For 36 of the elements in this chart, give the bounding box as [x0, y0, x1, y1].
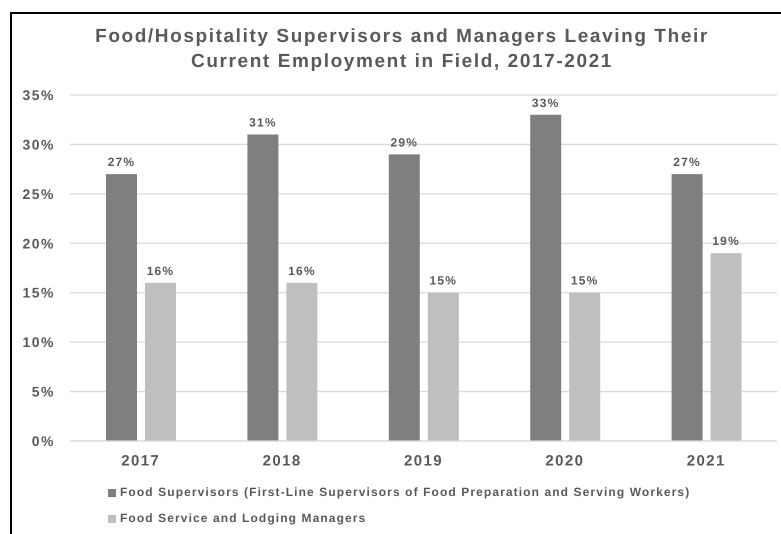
- bar: [710, 253, 742, 441]
- legend-label: Food Service and Lodging Managers: [120, 511, 366, 525]
- bar: [145, 282, 176, 441]
- data-label: 29%: [390, 135, 418, 150]
- bar: [428, 292, 459, 441]
- data-label: 15%: [429, 274, 458, 288]
- y-tick-label: 30%: [22, 136, 55, 152]
- x-tick-label: 2018: [262, 452, 302, 470]
- data-label: 27%: [108, 155, 136, 170]
- data-label: 16%: [288, 264, 316, 278]
- x-tick-label: 2017: [121, 452, 160, 470]
- data-label: 33%: [532, 96, 560, 110]
- data-label: 15%: [570, 274, 599, 288]
- x-tick-label: 2021: [686, 452, 726, 470]
- legend-label: Food Supervisors (First-Line Supervisors of Food Preparation and Serving Workers): [120, 485, 690, 499]
- bar: [530, 114, 562, 441]
- y-tick-label: 10%: [22, 334, 55, 350]
- y-tick-label: 5%: [32, 384, 55, 400]
- bar: [106, 174, 137, 441]
- bar: [388, 154, 420, 441]
- data-label: 19%: [712, 234, 740, 248]
- chart-title: Food/Hospitality Supervisors and Managers Leaving Their Current Employment in Field, 2017-2021: [94, 25, 710, 74]
- data-label: 16%: [146, 264, 174, 278]
- x-tick-label: 2020: [545, 452, 584, 470]
- data-label: 31%: [249, 116, 277, 130]
- y-tick-label: 25%: [22, 186, 55, 202]
- data-label: 27%: [673, 155, 701, 170]
- x-tick-label: 2019: [404, 452, 443, 470]
- y-tick-label: 15%: [22, 284, 55, 301]
- y-tick-label: 20%: [22, 235, 55, 252]
- y-tick-label: 0%: [32, 432, 55, 449]
- bar: [247, 134, 278, 441]
- bar: [286, 282, 318, 441]
- bar: [569, 292, 600, 441]
- y-tick-label: 35%: [22, 86, 55, 103]
- bar: [672, 174, 703, 441]
